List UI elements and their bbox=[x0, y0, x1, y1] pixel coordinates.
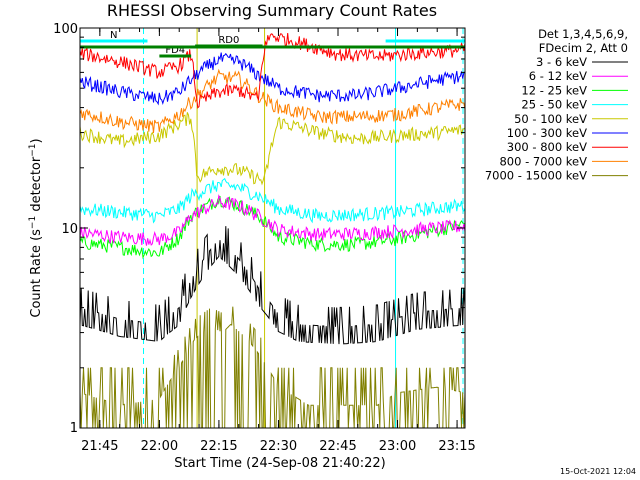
x-tick-label: 22:00 bbox=[141, 439, 178, 454]
x-tick-label: 22:15 bbox=[200, 439, 237, 454]
legend-label: 6 - 12 keV bbox=[529, 69, 587, 83]
legend-header-line1: Det 1,3,4,5,6,9, bbox=[538, 27, 628, 41]
y-tick-label-1: 1 bbox=[70, 421, 78, 436]
series-line bbox=[79, 52, 466, 106]
legend-label: 50 - 100 keV bbox=[514, 112, 587, 126]
series-line bbox=[79, 226, 466, 345]
legend-label: 7000 - 15000 keV bbox=[485, 169, 587, 183]
x-tick-label: 22:30 bbox=[260, 439, 297, 454]
series-line bbox=[79, 177, 466, 224]
x-tick-label: 21:45 bbox=[81, 439, 118, 454]
series-300-800-kev bbox=[79, 32, 466, 109]
chart-title: RHESSI Observing Summary Count Rates bbox=[107, 1, 437, 20]
x-tick-label: 23:15 bbox=[438, 439, 475, 454]
flag-label: N bbox=[110, 30, 117, 41]
flag-label: FD4 bbox=[165, 45, 185, 56]
series-50-100-kev bbox=[79, 112, 466, 186]
x-tick-label: 22:45 bbox=[319, 439, 356, 454]
axes bbox=[79, 27, 466, 429]
y-tick-label-100: 100 bbox=[53, 22, 78, 37]
series-line bbox=[79, 68, 466, 134]
series-25-50-kev bbox=[79, 177, 466, 224]
x-tick-label: 23:00 bbox=[379, 439, 416, 454]
series-800-7000-kev bbox=[79, 68, 466, 134]
y-axis-label: Count Rate (s−1 detector−1) bbox=[28, 138, 44, 317]
legend: Det 1,3,4,5,6,9, FDecim 2, Att 0 3 - 6 k… bbox=[485, 27, 628, 183]
plot-area bbox=[79, 28, 466, 429]
series-100-300-kev bbox=[79, 52, 466, 106]
series-line bbox=[79, 32, 466, 109]
legend-label: 100 - 300 keV bbox=[507, 126, 587, 140]
generation-timestamp: 15-Oct-2021 12:04 bbox=[560, 467, 636, 476]
legend-label: 800 - 7000 keV bbox=[499, 154, 587, 168]
legend-label: 12 - 25 keV bbox=[521, 83, 587, 97]
legend-label: 3 - 6 keV bbox=[536, 55, 587, 69]
legend-label: 300 - 800 keV bbox=[507, 140, 587, 154]
x-tick-labels: 21:45 22:00 22:15 22:30 22:45 23:00 23:1… bbox=[81, 439, 476, 454]
series-line bbox=[79, 194, 466, 246]
series-6-12-kev bbox=[79, 194, 466, 246]
y-tick-label-10: 10 bbox=[61, 222, 78, 237]
series-line bbox=[79, 195, 466, 260]
series-12-25-kev bbox=[79, 195, 466, 260]
legend-header-line2: FDecim 2, Att 0 bbox=[539, 41, 628, 55]
series-3-6-kev bbox=[79, 226, 466, 345]
flag-label: RD0 bbox=[218, 35, 239, 46]
observing-flags: N RD0 FD4 bbox=[80, 30, 465, 58]
x-axis-label: Start Time (24-Sep-08 21:40:22) bbox=[174, 456, 385, 471]
series-line bbox=[79, 112, 466, 186]
legend-label: 25 - 50 keV bbox=[521, 98, 587, 112]
